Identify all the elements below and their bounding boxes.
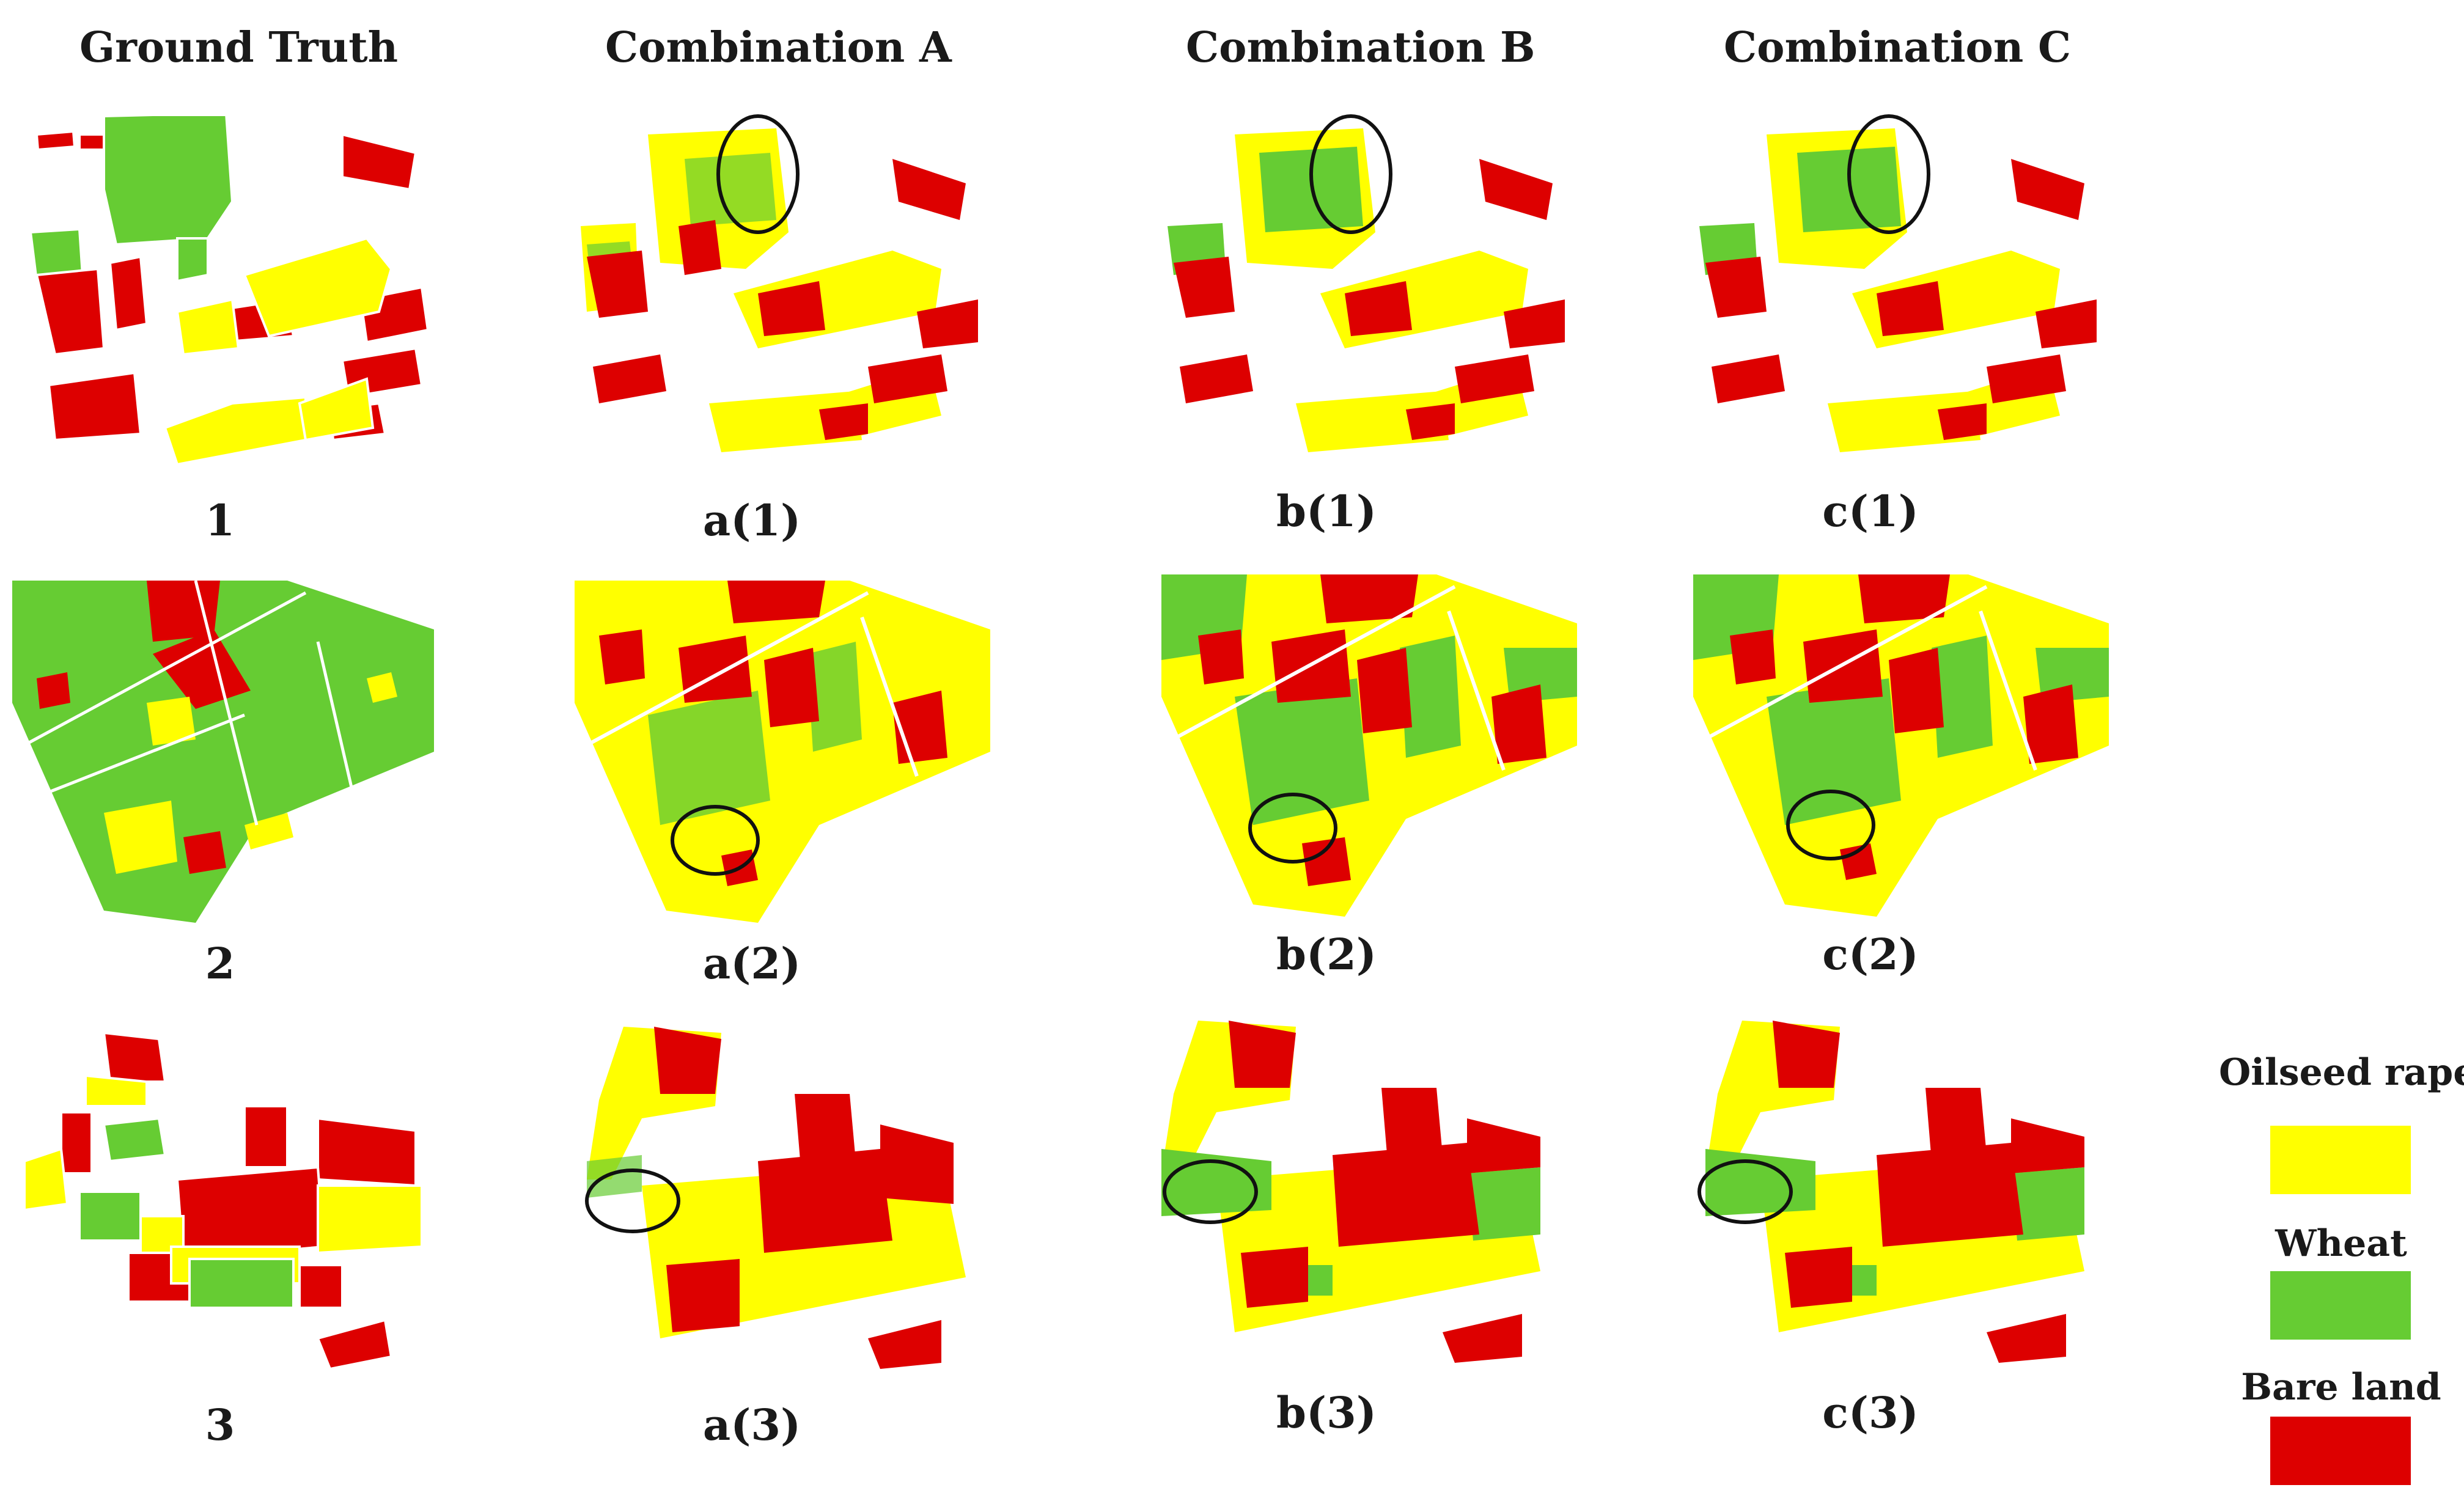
panel-b-3	[1149, 1014, 1571, 1381]
legend-label-oilseed-rape: Oilseed rape	[2219, 1051, 2464, 1094]
highlight-ellipse	[1163, 1159, 1258, 1224]
panel-ground-truth-2	[12, 581, 440, 923]
panel-a-1	[575, 110, 990, 471]
panel-c-3	[1693, 1014, 2115, 1381]
legend-swatch-oilseed-rape	[2270, 1126, 2411, 1194]
panel-a-3	[575, 1021, 996, 1387]
highlight-ellipse	[671, 805, 760, 876]
panel-ground-truth-1	[24, 116, 440, 471]
caption-c-3: c(3)	[1822, 1387, 1919, 1438]
wheat-parcels	[29, 116, 234, 283]
column-title-combination-b: Combination B	[1186, 23, 1535, 72]
column-title-combination-a: Combination A	[605, 23, 952, 72]
column-title-ground-truth: Ground Truth	[79, 23, 399, 72]
caption-c-2: c(2)	[1822, 929, 1919, 980]
highlight-ellipse	[1697, 1159, 1793, 1224]
panel-c-2	[1693, 574, 2115, 917]
highlight-ellipse	[1309, 114, 1392, 234]
caption-c-1: c(1)	[1822, 486, 1919, 537]
legend-swatch-wheat	[2270, 1271, 2411, 1340]
highlight-ellipse	[585, 1168, 680, 1233]
panel-b-1	[1161, 110, 1577, 471]
column-title-combination-c: Combination C	[1724, 23, 2072, 72]
panel-b-2	[1161, 574, 1583, 917]
caption-gt-2: 2	[205, 938, 235, 989]
highlight-ellipse	[1847, 114, 1930, 234]
highlight-ellipse	[716, 114, 800, 234]
legend-label-wheat: Wheat	[2275, 1222, 2407, 1265]
oilseed-parcels	[163, 237, 393, 466]
caption-b-3: b(3)	[1276, 1387, 1377, 1438]
caption-a-1: a(1)	[702, 495, 801, 546]
caption-a-2: a(2)	[702, 938, 801, 989]
panel-ground-truth-3	[24, 1027, 440, 1393]
highlight-ellipse	[1786, 790, 1875, 860]
caption-a-3: a(3)	[702, 1399, 801, 1450]
panel-a-2	[575, 581, 996, 923]
legend-swatch-bare-land	[2270, 1417, 2411, 1485]
caption-gt-3: 3	[205, 1399, 235, 1450]
caption-b-2: b(2)	[1276, 929, 1377, 980]
caption-b-1: b(1)	[1276, 486, 1377, 537]
panel-c-1	[1693, 110, 2109, 471]
caption-gt-1: 1	[205, 495, 235, 546]
highlight-ellipse	[1248, 793, 1337, 864]
legend-label-bare-land: Bare land	[2241, 1366, 2441, 1409]
